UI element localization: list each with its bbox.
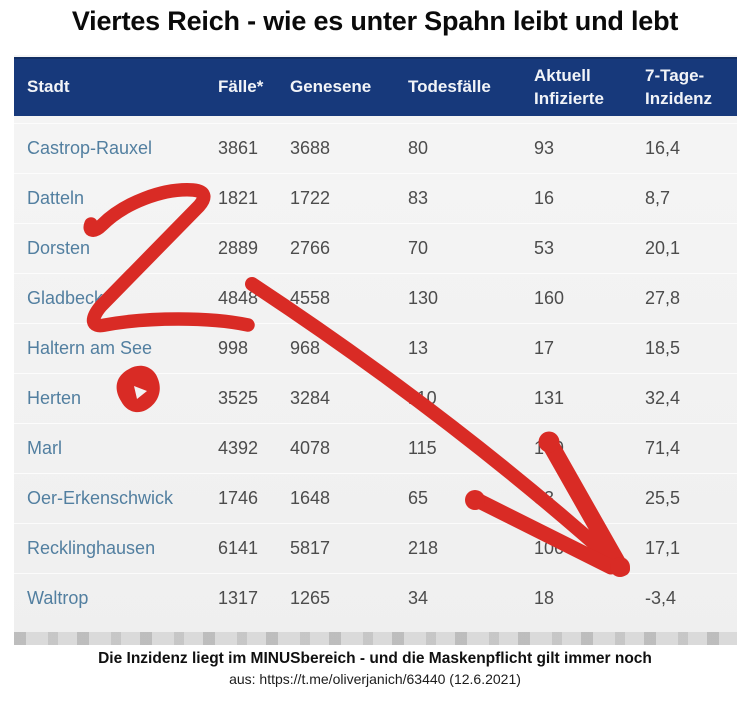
city-name: Herten <box>27 388 82 408</box>
table-row: Dorsten 2889 2766 70 53 20,1 <box>14 223 737 273</box>
table-row: Recklinghausen 6141 5817 218 106 17,1 <box>14 523 737 573</box>
header-cell-genesene: Genesene <box>290 77 372 97</box>
table-row: Oer-Erkenschwick 1746 1648 65 33 25,5 <box>14 473 737 523</box>
value-aktuell: 131 <box>534 388 565 408</box>
city-name: Haltern am See <box>27 338 153 358</box>
value-faelle: 2889 <box>218 238 259 258</box>
value-genesene: 2766 <box>290 238 331 258</box>
city-name: Recklinghausen <box>27 538 156 558</box>
value-todesfaelle: 80 <box>408 138 429 158</box>
page-title: Viertes Reich - wie es unter Spahn leibt… <box>71 6 679 36</box>
table-row: Castrop-Rauxel 3861 3688 80 93 16,4 <box>14 123 737 173</box>
value-todesfaelle: 115 <box>408 438 437 458</box>
city-name: Datteln <box>27 188 85 208</box>
value-aktuell: 18 <box>534 588 555 608</box>
value-aktuell: 16 <box>534 188 555 208</box>
city-name: Marl <box>27 438 62 458</box>
value-faelle: 3861 <box>218 138 259 158</box>
value-todesfaelle: 218 <box>408 538 439 558</box>
value-faelle: 4848 <box>218 288 259 308</box>
value-aktuell: 160 <box>534 288 565 308</box>
value-todesfaelle: 13 <box>408 338 429 358</box>
table-row: Datteln 1821 1722 83 16 8,7 <box>14 173 737 223</box>
value-faelle: 1746 <box>218 488 259 508</box>
value-genesene: 5817 <box>290 538 331 558</box>
table-header: Stadt Fälle* Genesene Todesfälle Aktuell… <box>14 57 737 116</box>
value-inzidenz: 20,1 <box>645 238 681 258</box>
value-todesfaelle: 83 <box>408 188 429 208</box>
header-cell-7-tage-inzidenz: 7-Tage- Inzidenz <box>645 66 713 108</box>
value-genesene: 1265 <box>290 588 331 608</box>
caption-text: Die Inzidenz liegt im MINUSbereich - und… <box>98 650 652 667</box>
header-cell-todesfaelle: Todesfälle <box>408 77 491 97</box>
value-inzidenz: -3,4 <box>645 588 677 608</box>
value-todesfaelle: 110 <box>408 388 437 408</box>
table-row: Haltern am See 998 968 13 17 18,5 <box>14 323 737 373</box>
value-todesfaelle: 34 <box>408 588 429 608</box>
value-genesene: 968 <box>290 338 321 358</box>
value-inzidenz: 17,1 <box>645 538 681 558</box>
value-aktuell: 53 <box>534 238 555 258</box>
source-line: aus: https://t.me/oliverjanich/63440 (12… <box>229 671 521 687</box>
value-faelle: 4392 <box>218 438 259 458</box>
city-name: Dorsten <box>27 238 91 258</box>
table-row: Marl 4392 4078 115 199 71,4 <box>14 423 737 473</box>
value-genesene: 3284 <box>290 388 331 408</box>
value-todesfaelle: 130 <box>408 288 439 308</box>
value-genesene: 1722 <box>290 188 331 208</box>
value-inzidenz: 25,5 <box>645 488 681 508</box>
value-genesene: 4078 <box>290 438 331 458</box>
value-genesene: 1648 <box>290 488 331 508</box>
table-row: Gladbeck 4848 4558 130 160 27,8 <box>14 273 737 323</box>
value-inzidenz: 8,7 <box>645 188 671 208</box>
value-todesfaelle: 70 <box>408 238 429 258</box>
value-genesene: 3688 <box>290 138 331 158</box>
city-name: Castrop-Rauxel <box>27 138 153 158</box>
blurred-strip <box>14 632 737 645</box>
city-name: Oer-Erkenschwick <box>27 488 174 508</box>
header-cell-faelle: Fälle* <box>218 77 264 97</box>
header-cell-stadt: Stadt <box>27 77 70 97</box>
value-inzidenz: 71,4 <box>645 438 681 458</box>
value-aktuell: 33 <box>534 488 555 508</box>
table-body: Castrop-Rauxel 3861 3688 80 93 16,4 Datt… <box>14 123 737 623</box>
header-cell-aktuell-infizierte: Aktuell Infizierte <box>534 66 604 108</box>
value-faelle: 3525 <box>218 388 259 408</box>
value-inzidenz: 18,5 <box>645 338 681 358</box>
value-aktuell: 93 <box>534 138 555 158</box>
value-faelle: 998 <box>218 338 249 358</box>
value-faelle: 1317 <box>218 588 259 608</box>
table-row: Waltrop 1317 1265 34 18 -3,4 <box>14 573 737 623</box>
value-aktuell: 106 <box>534 538 565 558</box>
value-inzidenz: 27,8 <box>645 288 681 308</box>
table-screenshot: Stadt Fälle* Genesene Todesfälle Aktuell… <box>14 55 737 645</box>
table-row: Herten 3525 3284 110 131 32,4 <box>14 373 737 423</box>
value-todesfaelle: 65 <box>408 488 429 508</box>
value-faelle: 1821 <box>218 188 259 208</box>
city-name: Waltrop <box>27 588 89 608</box>
value-aktuell: 17 <box>534 338 555 358</box>
value-aktuell: 199 <box>534 438 565 458</box>
value-inzidenz: 32,4 <box>645 388 681 408</box>
value-inzidenz: 16,4 <box>645 138 681 158</box>
value-genesene: 4558 <box>290 288 331 308</box>
city-name: Gladbeck <box>27 288 104 308</box>
value-faelle: 6141 <box>218 538 259 558</box>
